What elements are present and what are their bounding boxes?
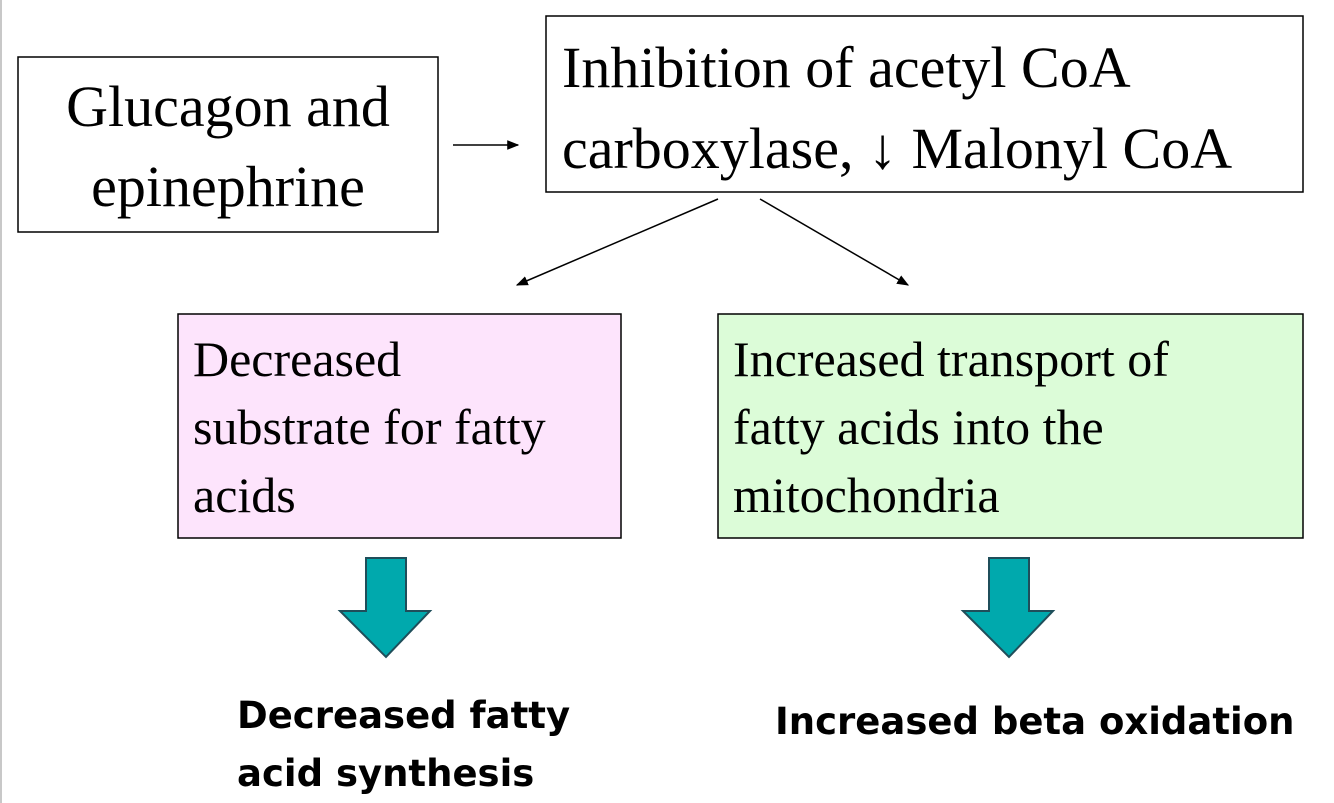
node-text: Decreased <box>193 331 401 387</box>
node-text: carboxylase, ↓ Malonyl CoA <box>562 116 1232 181</box>
result-text: Increased beta oxidation <box>775 700 1295 743</box>
box-increased-transport <box>717 313 1304 539</box>
node-text: fatty acids into the <box>733 399 1104 455</box>
arrow <box>759 198 910 286</box>
node-text: Glucagon and <box>66 74 390 139</box>
node-text: Increased transport of <box>733 331 1169 387</box>
node-text: mitochondria <box>733 467 1000 523</box>
result-text: Decreased fatty <box>237 694 570 737</box>
node-text: epinephrine <box>91 154 365 219</box>
node-text: acids <box>193 467 296 523</box>
arrow <box>515 198 719 286</box>
box-decreased-substrate <box>177 313 622 539</box>
node-text: Inhibition of acetyl CoA <box>562 35 1131 100</box>
box-inhibition <box>545 15 1304 193</box>
node-text: substrate for fatty <box>193 399 546 455</box>
block-arrow <box>337 557 433 659</box>
block-arrow <box>960 557 1056 659</box>
box-glucagon <box>17 56 439 233</box>
result-text: acid synthesis <box>237 752 534 795</box>
